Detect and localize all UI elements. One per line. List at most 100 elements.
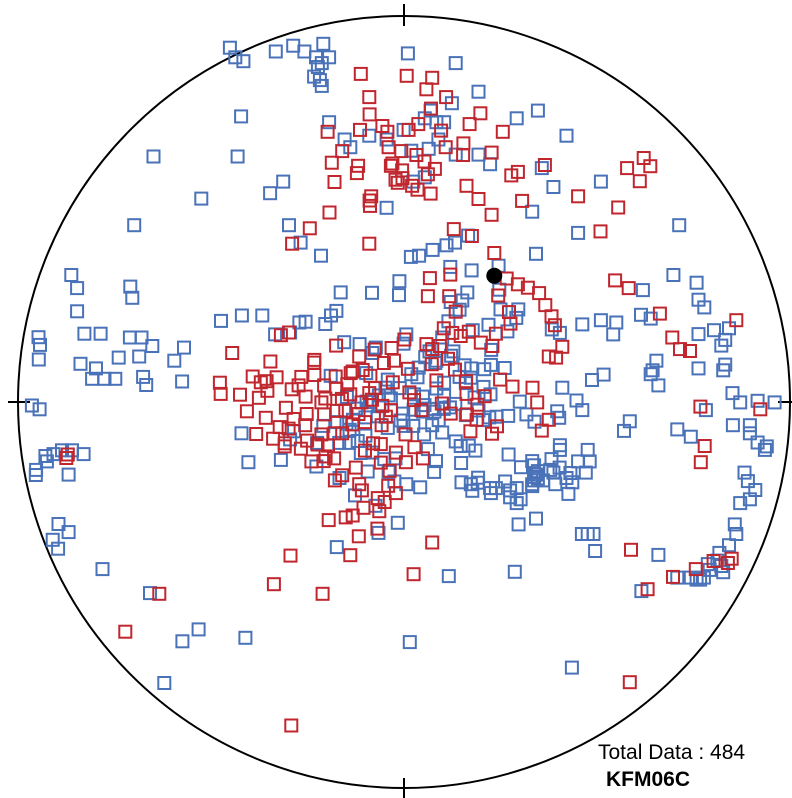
- data-point-series_b: [487, 246, 502, 260]
- data-point-series_b: [593, 224, 608, 239]
- data-point-series_b: [318, 449, 333, 464]
- data-point-series_b: [266, 577, 281, 592]
- data-point-series_b: [362, 90, 377, 105]
- data-point-series_a: [529, 511, 543, 526]
- data-point-series_a: [268, 44, 283, 59]
- data-point-series_b: [411, 117, 426, 132]
- data-point-series_a: [651, 547, 666, 562]
- data-point-series_b: [624, 542, 638, 557]
- data-point-series_a: [757, 442, 772, 457]
- data-point-series_b: [362, 107, 377, 122]
- data-point-series_a: [143, 586, 157, 601]
- data-point-series_a: [392, 274, 407, 289]
- data-point-series_b: [425, 70, 440, 85]
- data-point-series_a: [513, 492, 528, 507]
- data-point-series_b: [632, 174, 647, 189]
- data-point-series_a: [228, 50, 243, 65]
- data-point-series_b: [456, 136, 471, 151]
- data-point-series_b: [251, 390, 266, 405]
- data-point-series_a: [697, 300, 712, 315]
- data-point-series_a: [501, 408, 516, 423]
- data-point-series_b: [362, 386, 377, 401]
- borehole-pole-marker: [486, 267, 503, 284]
- primitive-circle: [17, 15, 791, 789]
- data-point-series_b: [406, 567, 421, 582]
- data-point-series_b: [233, 387, 247, 402]
- data-point-series_a: [512, 394, 527, 409]
- data-point-series_b: [118, 624, 133, 639]
- data-point-series_b: [422, 271, 437, 286]
- data-point-series_b: [373, 437, 388, 452]
- data-point-series_a: [314, 56, 329, 71]
- data-point-series_a: [329, 540, 344, 555]
- data-point-series_b: [398, 455, 413, 470]
- data-point-series_a: [651, 378, 666, 393]
- data-point-series_a: [580, 442, 595, 457]
- data-point-series_b: [753, 402, 768, 417]
- data-point-series_a: [214, 313, 228, 328]
- data-point-series_a: [125, 290, 140, 305]
- data-point-series_b: [302, 221, 317, 236]
- data-point-series_a: [555, 380, 570, 395]
- data-point-series_b: [310, 437, 325, 452]
- data-point-series_a: [714, 338, 729, 353]
- data-point-series_a: [448, 56, 463, 71]
- data-point-series_b: [490, 419, 504, 434]
- data-point-series_b: [239, 404, 254, 419]
- data-point-series_a: [552, 438, 567, 453]
- data-point-series_b: [622, 675, 637, 690]
- data-point-series_a: [585, 373, 599, 387]
- data-point-series_b: [370, 491, 385, 506]
- data-point-series_a: [427, 404, 442, 419]
- data-point-series_a: [31, 330, 46, 345]
- data-point-series_a: [471, 147, 486, 162]
- data-point-series_a: [578, 465, 593, 480]
- data-point-series_a: [725, 418, 740, 433]
- data-point-series_b: [399, 68, 414, 83]
- data-point-series_b: [374, 418, 389, 433]
- data-point-series_b: [423, 186, 438, 201]
- data-point-series_a: [273, 452, 288, 467]
- data-point-series_a: [412, 248, 427, 263]
- data-point-series_b: [324, 155, 339, 170]
- data-point-series_a: [333, 285, 348, 300]
- data-point-series_a: [38, 449, 53, 463]
- data-point-series_a: [390, 515, 405, 530]
- data-point-series_a: [683, 429, 698, 444]
- data-point-series_b: [520, 280, 535, 295]
- data-point-series_b: [407, 393, 421, 408]
- data-point-series_b: [390, 175, 405, 190]
- data-point-series_b: [351, 158, 366, 173]
- data-point-series_b: [60, 447, 75, 462]
- data-point-series_a: [191, 622, 206, 637]
- data-point-series_b: [385, 156, 400, 171]
- data-point-series_b: [356, 500, 371, 515]
- total-data-label: Total Data : 484: [598, 741, 746, 764]
- data-point-series_a: [544, 452, 559, 467]
- data-point-series_b: [400, 361, 415, 376]
- data-point-series_a: [32, 402, 47, 417]
- data-point-series_b: [349, 166, 364, 181]
- data-point-series_b: [353, 66, 368, 81]
- data-point-series_a: [593, 313, 608, 328]
- data-point-series_a: [596, 367, 611, 382]
- data-point-series_a: [575, 403, 590, 418]
- data-point-series_b: [445, 325, 460, 340]
- data-point-series_b: [477, 389, 492, 404]
- data-point-series_a: [403, 249, 418, 264]
- data-point-series_a: [175, 634, 190, 649]
- data-point-series_b: [314, 395, 329, 410]
- data-point-series_a: [402, 635, 417, 650]
- data-point-series_b: [307, 352, 322, 367]
- data-point-series_b: [420, 289, 435, 304]
- data-point-series_a: [452, 302, 467, 317]
- data-point-series_b: [343, 366, 358, 381]
- data-point-series_a: [310, 60, 325, 74]
- data-point-series_b: [366, 436, 381, 451]
- data-point-series_b: [534, 423, 549, 438]
- data-point-series_a: [360, 464, 375, 479]
- data-point-series_b: [640, 582, 655, 597]
- data-point-series_b: [493, 372, 508, 387]
- data-point-series_a: [543, 462, 558, 477]
- data-point-series_b: [410, 182, 425, 197]
